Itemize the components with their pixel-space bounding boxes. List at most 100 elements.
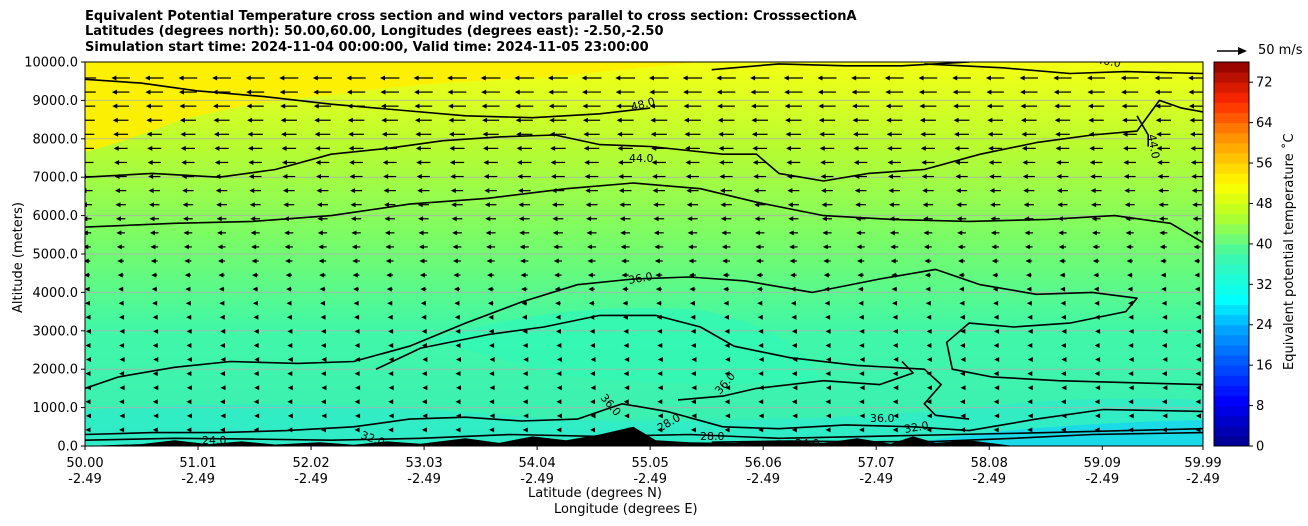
wind-vector-head bbox=[657, 342, 663, 348]
wind-vector-head bbox=[455, 427, 461, 433]
wind-vector-head bbox=[318, 258, 324, 264]
wind-vector-head bbox=[522, 427, 528, 433]
wind-vector-head bbox=[1094, 371, 1100, 377]
wind-vector-head bbox=[320, 342, 326, 348]
contour-line-36 bbox=[375, 314, 970, 420]
wind-vector-head bbox=[724, 371, 730, 377]
colorbar-segment bbox=[1214, 112, 1249, 124]
wind-vector-head bbox=[354, 399, 360, 405]
wind-vector-head bbox=[414, 103, 420, 109]
wind-vector-head bbox=[622, 300, 628, 306]
wind-vector-head bbox=[754, 216, 760, 222]
wind-vector-head bbox=[1087, 103, 1093, 109]
wind-vector-head bbox=[651, 159, 657, 165]
plot-title-line-1: Equivalent Potential Temperature cross s… bbox=[85, 9, 857, 24]
wind-vector-head bbox=[253, 314, 259, 320]
wind-vector-head bbox=[750, 103, 756, 109]
wind-vector-head bbox=[859, 427, 865, 433]
wind-vector-head bbox=[817, 89, 823, 95]
wind-vector-head bbox=[590, 413, 596, 419]
wind-vector-head bbox=[1053, 75, 1059, 81]
wind-vector-head bbox=[220, 342, 226, 348]
x-tick-label-lat: 59.09 bbox=[1084, 456, 1121, 471]
wind-vector-head bbox=[826, 413, 831, 419]
colorbar-segment bbox=[1214, 173, 1249, 184]
wind-vector-head bbox=[220, 427, 226, 433]
wind-vector-head bbox=[657, 357, 663, 363]
wind-vector-head bbox=[893, 413, 899, 419]
wind-vector-head bbox=[1026, 300, 1032, 306]
wind-vector-head bbox=[953, 103, 959, 109]
wind-vector-head bbox=[253, 371, 259, 377]
colorbar-segment bbox=[1214, 213, 1249, 225]
wind-vector-head bbox=[789, 244, 795, 250]
wind-vector-head bbox=[319, 286, 325, 292]
wind-vector-head bbox=[653, 230, 659, 236]
wind-vector-head bbox=[787, 202, 793, 208]
wind-vector-head bbox=[147, 145, 153, 151]
wind-vector-head bbox=[519, 230, 525, 236]
wind-vector-head bbox=[623, 427, 629, 433]
wind-vector-head bbox=[792, 413, 798, 419]
wind-vector-head bbox=[1128, 413, 1134, 419]
wind-vector-head bbox=[313, 89, 319, 95]
colorbar-tick-label: 0 bbox=[1256, 440, 1264, 455]
wind-vector-head bbox=[287, 399, 293, 405]
wind-vector-head bbox=[388, 399, 394, 405]
wind-vector-head bbox=[355, 413, 361, 419]
wind-vector-head bbox=[213, 117, 219, 123]
wind-vector-head bbox=[892, 371, 898, 377]
wind-vector-head bbox=[757, 300, 763, 306]
wind-vector-head bbox=[893, 357, 899, 363]
wind-vector-head bbox=[624, 357, 630, 363]
wind-vector-head bbox=[522, 342, 528, 348]
wind-vector-head bbox=[252, 286, 258, 292]
wind-vector-head bbox=[179, 103, 185, 109]
wind-vector-head bbox=[616, 103, 622, 109]
wind-vector-head bbox=[1054, 117, 1060, 123]
wind-vector-head bbox=[885, 89, 891, 95]
wind-vector-head bbox=[919, 117, 925, 123]
colorbar-label: Equivalent potential temperature ˚C bbox=[1282, 133, 1297, 370]
wind-vector-head bbox=[652, 188, 658, 194]
wind-vector-head bbox=[388, 427, 394, 433]
colorbar-segment bbox=[1214, 294, 1249, 306]
wind-vector-head bbox=[149, 202, 155, 208]
wind-vector-head bbox=[283, 202, 289, 208]
wind-vector-head bbox=[581, 75, 587, 81]
wind-vector-head bbox=[488, 328, 494, 334]
wind-vector-head bbox=[78, 90, 83, 95]
wind-vector-head bbox=[1024, 230, 1030, 236]
wind-vector-head bbox=[553, 244, 559, 250]
wind-vector-head bbox=[1161, 342, 1167, 348]
wind-vector-head bbox=[1025, 272, 1031, 278]
wind-vector-head bbox=[687, 230, 693, 236]
wind-vector-head bbox=[113, 131, 119, 137]
wind-vector-head bbox=[1158, 202, 1164, 208]
wind-vector-head bbox=[484, 202, 490, 208]
x-tick-label-lon: -2.49 bbox=[68, 472, 102, 487]
wind-vector-head bbox=[750, 89, 756, 95]
wind-vector-head bbox=[721, 244, 727, 250]
wind-vector-head bbox=[858, 300, 864, 306]
wind-vector-head bbox=[448, 117, 454, 123]
wind-vector-head bbox=[247, 117, 253, 123]
wind-vector-head bbox=[551, 174, 557, 180]
wind-vector-head bbox=[119, 314, 125, 320]
wind-vector-head bbox=[555, 300, 561, 306]
wind-vector-head bbox=[219, 300, 225, 306]
wind-vector-head bbox=[145, 103, 151, 109]
wind-vector-head bbox=[960, 399, 966, 405]
wind-vector-head bbox=[989, 188, 995, 194]
colorbar-segment bbox=[1214, 304, 1249, 316]
colorbar-segment bbox=[1214, 152, 1249, 164]
wind-vector-head bbox=[985, 75, 991, 81]
wind-vector-head bbox=[482, 117, 488, 123]
wind-vector-head bbox=[653, 202, 659, 208]
wind-vector-head bbox=[955, 188, 961, 194]
wind-vector-head bbox=[287, 413, 293, 419]
wind-vector-head bbox=[754, 202, 760, 208]
wind-vector-head bbox=[515, 117, 521, 123]
wind-vector-head bbox=[317, 216, 323, 222]
wind-vector-head bbox=[1195, 427, 1201, 433]
